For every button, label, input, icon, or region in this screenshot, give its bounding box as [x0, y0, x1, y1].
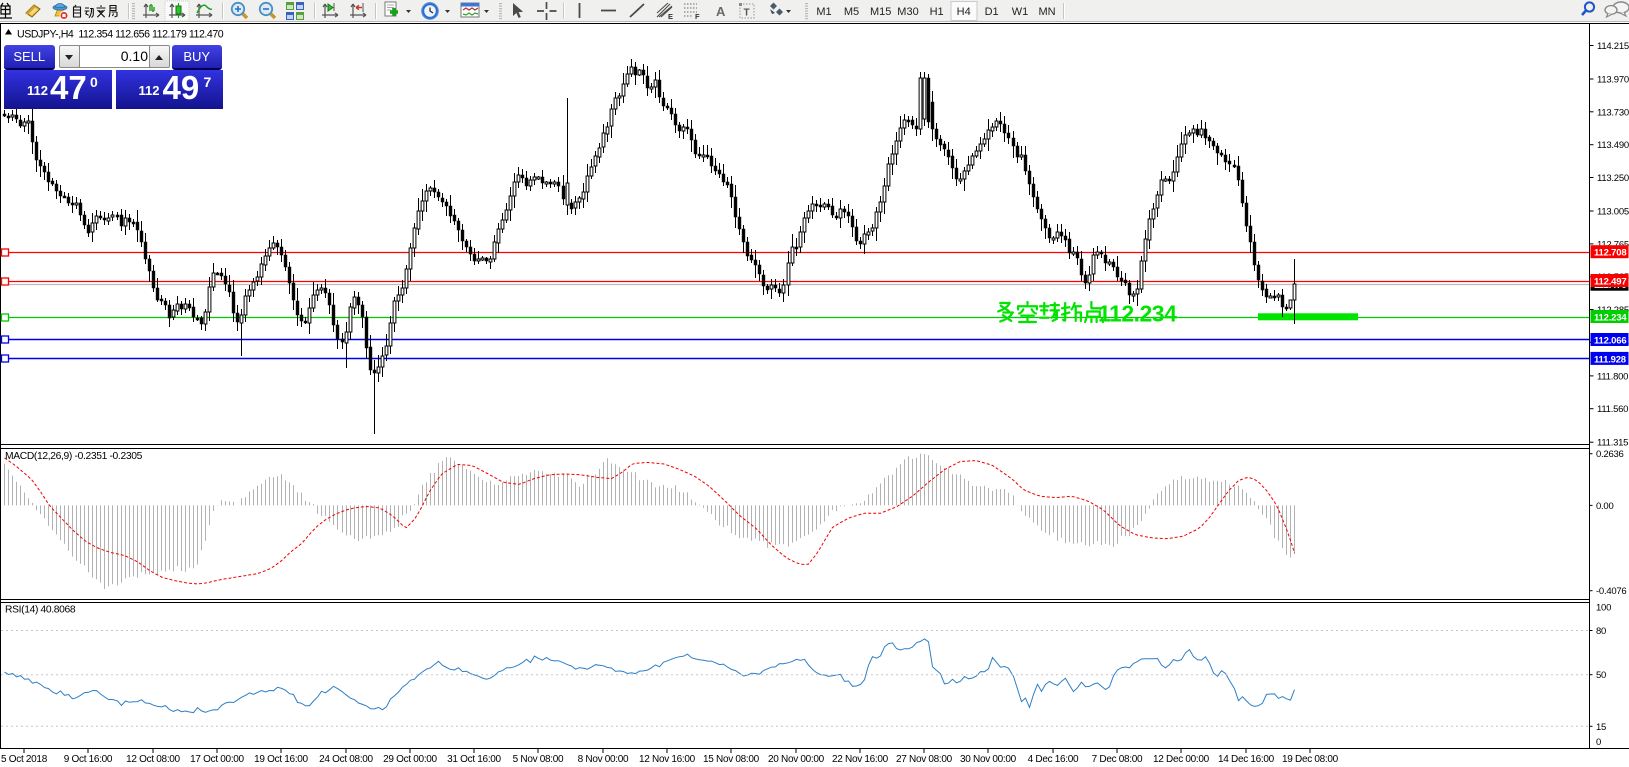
svg-text:15: 15	[1596, 722, 1606, 733]
svg-text:RSI(14) 40.8068: RSI(14) 40.8068	[5, 605, 76, 616]
svg-text:F: F	[695, 12, 700, 21]
svg-text:24 Oct 08:00: 24 Oct 08:00	[319, 754, 373, 765]
svg-text:T: T	[744, 8, 750, 19]
svg-text:112.066: 112.066	[1594, 336, 1626, 347]
svg-text:W1: W1	[1012, 6, 1029, 18]
svg-text:30 Nov 00:00: 30 Nov 00:00	[960, 754, 1017, 765]
svg-text:113.250: 113.250	[1597, 173, 1629, 184]
svg-text:113.970: 113.970	[1597, 75, 1629, 86]
svg-text:111.928: 111.928	[1594, 354, 1626, 365]
svg-text:M5: M5	[844, 6, 859, 18]
svg-text:113.490: 113.490	[1597, 140, 1629, 151]
svg-text:12 Dec 00:00: 12 Dec 00:00	[1153, 754, 1210, 765]
svg-text:MACD(12,26,9) -0.2351 -0.2305: MACD(12,26,9) -0.2351 -0.2305	[5, 451, 143, 462]
svg-text:29 Oct 00:00: 29 Oct 00:00	[383, 754, 437, 765]
svg-text:D1: D1	[985, 6, 999, 18]
svg-text:12 Oct 08:00: 12 Oct 08:00	[126, 754, 180, 765]
svg-text:112.497: 112.497	[1594, 277, 1626, 288]
svg-text:15 Nov 08:00: 15 Nov 08:00	[703, 754, 760, 765]
svg-text:112.234: 112.234	[1098, 301, 1177, 327]
svg-text:7 Dec 08:00: 7 Dec 08:00	[1092, 754, 1143, 765]
svg-text:113.005: 113.005	[1597, 207, 1629, 218]
svg-text:E: E	[668, 12, 673, 21]
svg-text:111.315: 111.315	[1597, 438, 1628, 449]
svg-text:111.800: 111.800	[1597, 371, 1628, 382]
svg-text:113.730: 113.730	[1597, 107, 1629, 118]
svg-text:112.234: 112.234	[1594, 313, 1627, 324]
svg-text:5 Nov 08:00: 5 Nov 08:00	[513, 754, 564, 765]
svg-text:50: 50	[1596, 670, 1606, 681]
svg-text:31 Oct 16:00: 31 Oct 16:00	[447, 754, 501, 765]
svg-text:114.215: 114.215	[1597, 41, 1629, 52]
svg-text:17 Oct 00:00: 17 Oct 00:00	[190, 754, 244, 765]
svg-text:12 Nov 16:00: 12 Nov 16:00	[639, 754, 696, 765]
svg-text:0.00: 0.00	[1596, 501, 1614, 512]
svg-text:8 Nov 00:00: 8 Nov 00:00	[578, 754, 629, 765]
svg-text:0.2636: 0.2636	[1596, 449, 1624, 460]
svg-text:9 Oct 16:00: 9 Oct 16:00	[64, 754, 113, 765]
svg-text:19 Oct 16:00: 19 Oct 16:00	[254, 754, 308, 765]
svg-text:20 Nov 00:00: 20 Nov 00:00	[768, 754, 825, 765]
svg-text:5 Oct 2018: 5 Oct 2018	[1, 754, 48, 765]
svg-text:MN: MN	[1038, 6, 1055, 18]
svg-text:0: 0	[1596, 737, 1601, 748]
svg-text:22 Nov 16:00: 22 Nov 16:00	[832, 754, 889, 765]
svg-text:19 Dec 08:00: 19 Dec 08:00	[1282, 754, 1339, 765]
svg-text:A: A	[716, 4, 726, 19]
svg-text:-0.4076: -0.4076	[1596, 586, 1626, 597]
svg-text:111.560: 111.560	[1597, 404, 1628, 415]
svg-text:M30: M30	[897, 6, 918, 18]
svg-text:H4: H4	[957, 6, 971, 18]
svg-text:4 Dec 16:00: 4 Dec 16:00	[1028, 754, 1079, 765]
svg-text:112.708: 112.708	[1594, 248, 1626, 259]
svg-text:M15: M15	[870, 6, 891, 18]
svg-text:112.765: 112.765	[1597, 239, 1629, 250]
svg-text:M1: M1	[816, 6, 831, 18]
svg-text:100: 100	[1596, 603, 1611, 614]
svg-text:14 Dec 16:00: 14 Dec 16:00	[1218, 754, 1275, 765]
svg-text:80: 80	[1596, 626, 1606, 637]
svg-text:27 Nov 08:00: 27 Nov 08:00	[896, 754, 953, 765]
svg-text:USDJPY-,H4 112.354 112.656 11: USDJPY-,H4 112.354 112.656 112.179 112.4…	[17, 29, 224, 41]
svg-text:H1: H1	[930, 6, 944, 18]
